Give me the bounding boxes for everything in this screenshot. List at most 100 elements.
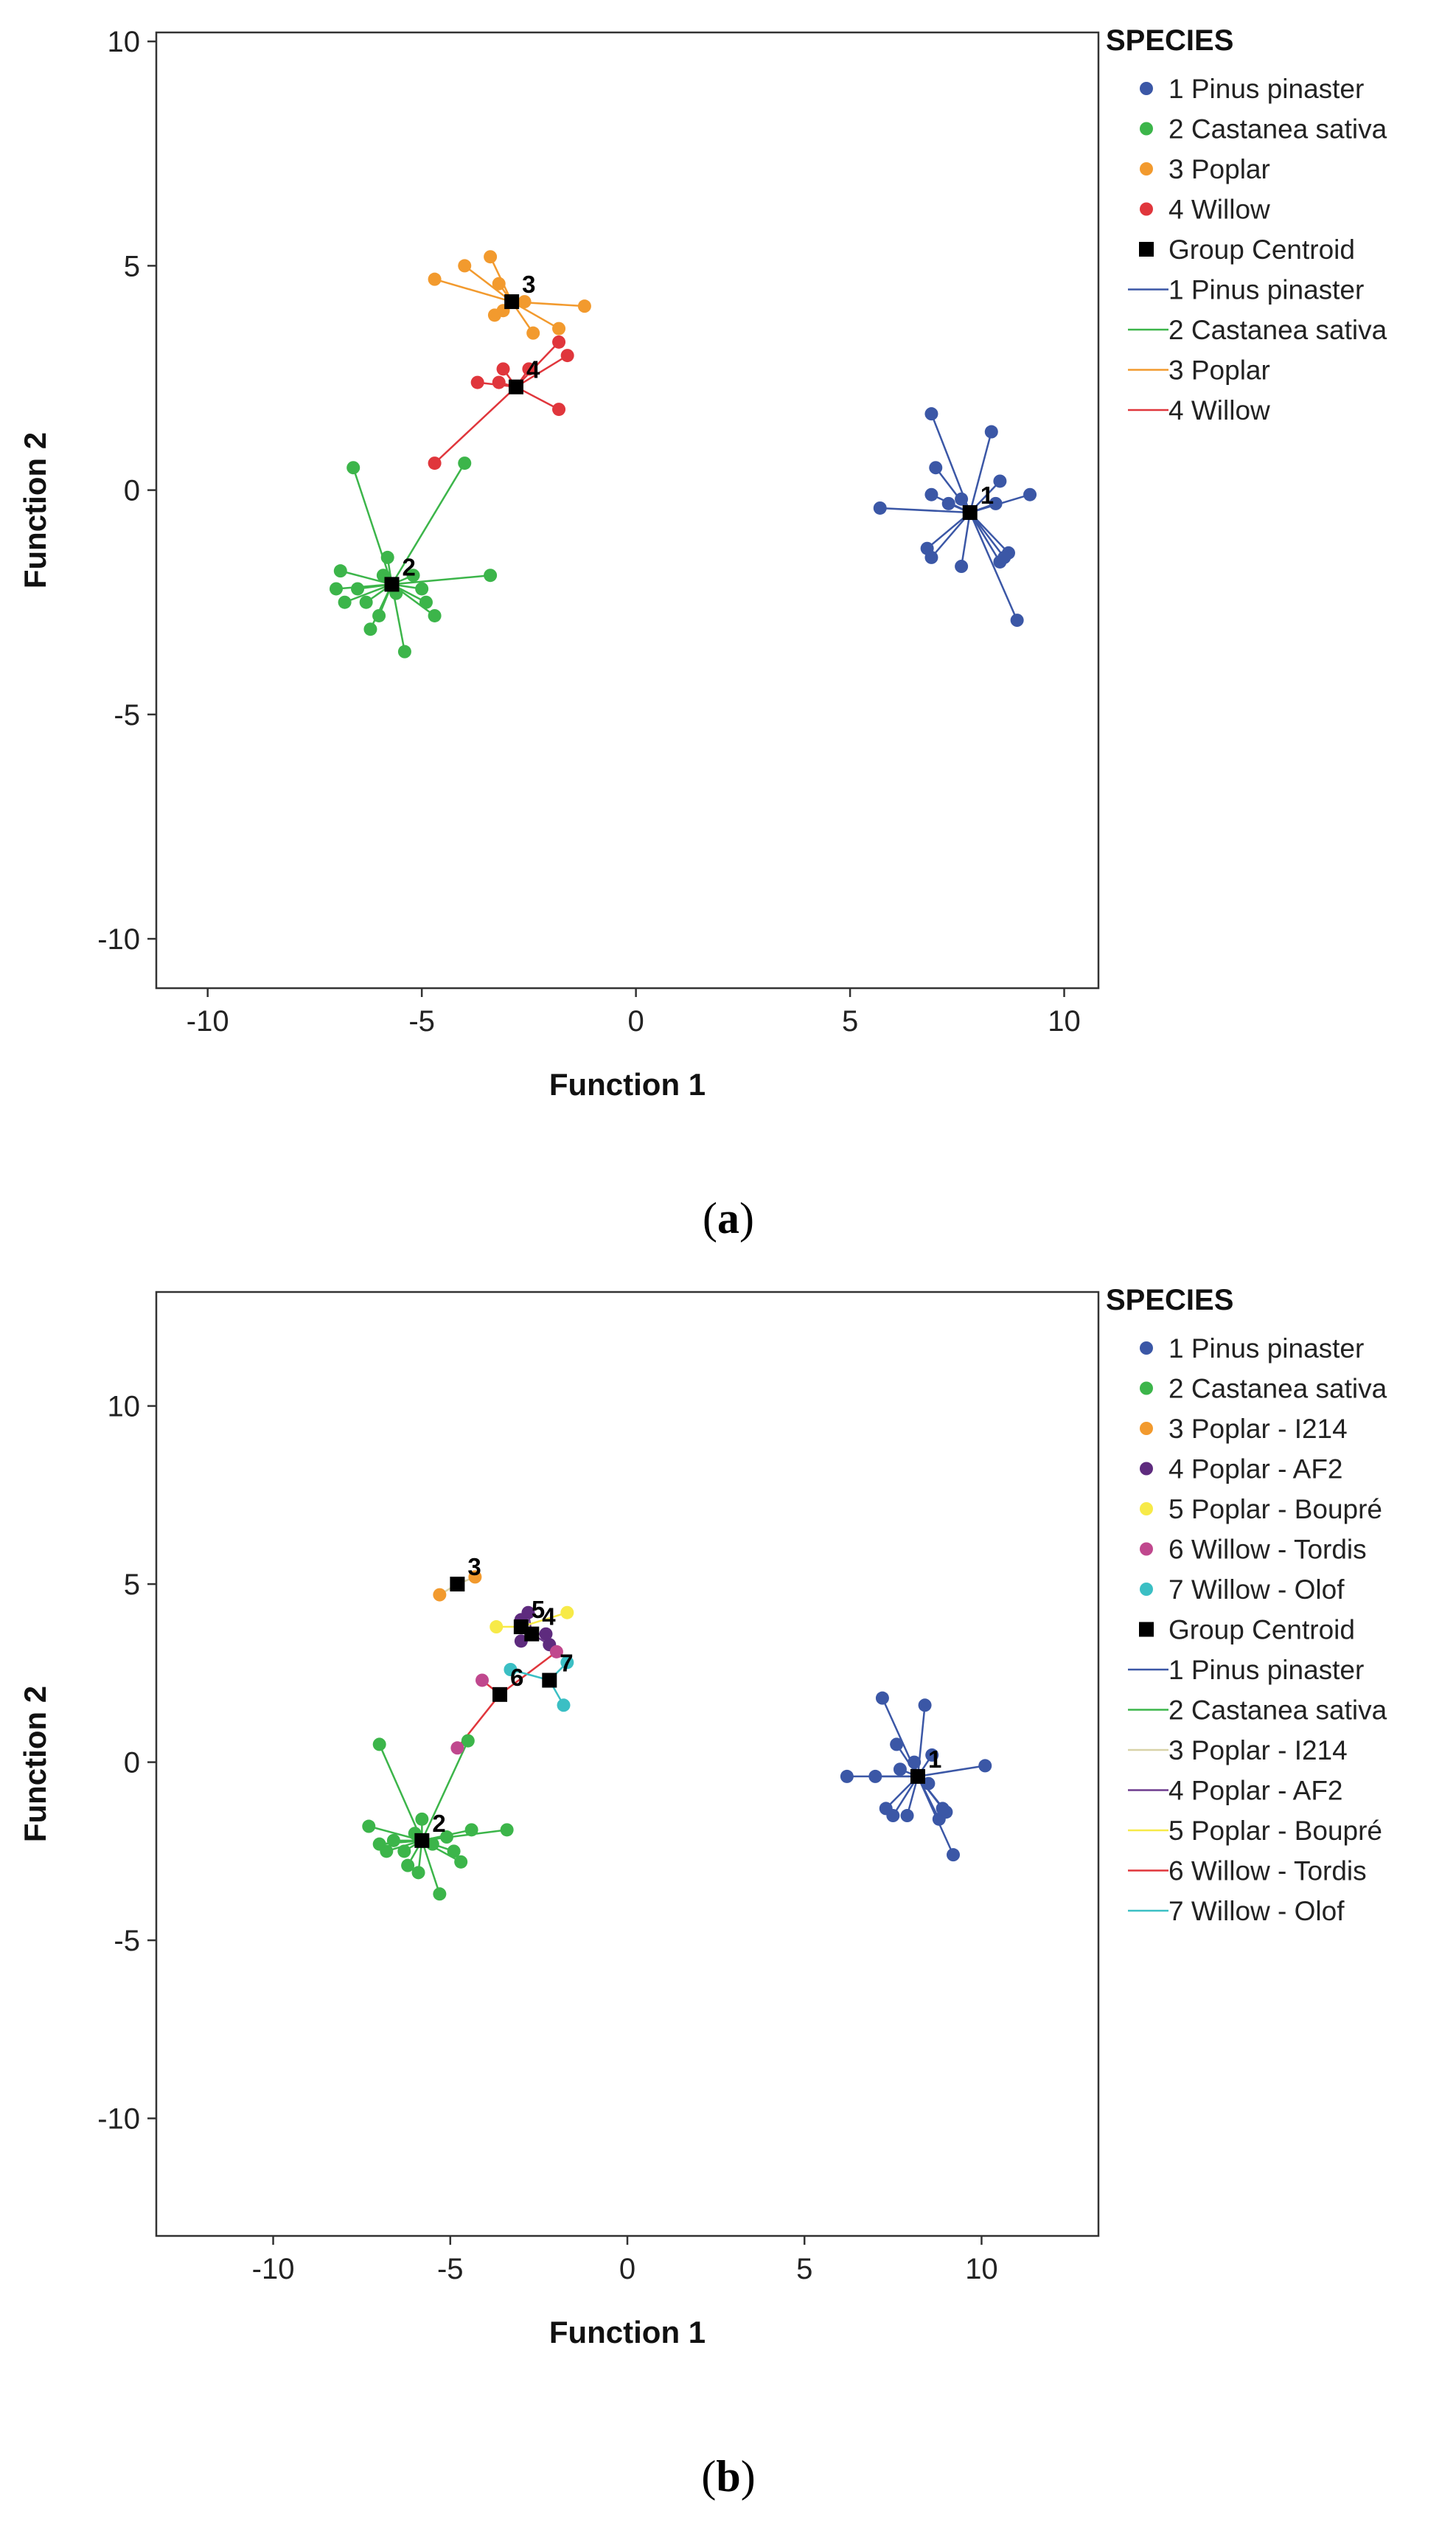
legend-line-label-group-4: 4 Willow: [1168, 395, 1270, 426]
data-point-group-2: [464, 1823, 478, 1837]
data-point-group-1: [890, 1737, 904, 1751]
legend-line-label-group-7: 7 Willow - Olof: [1168, 1896, 1345, 1926]
group-centroid-1: [910, 1768, 925, 1784]
data-point-group-6: [450, 1741, 464, 1755]
y-tick-label: 10: [108, 1391, 141, 1423]
data-point-group-1: [924, 407, 938, 421]
legend-title: SPECIES: [1106, 24, 1233, 57]
data-point-group-3: [458, 259, 472, 273]
legend-line-label-group-1: 1 Pinus pinaster: [1168, 275, 1364, 305]
data-point-group-3: [428, 272, 442, 286]
spoke-line-group-1: [969, 512, 1001, 563]
group-centroid-6: [492, 1687, 508, 1702]
legend-title: SPECIES: [1106, 1284, 1233, 1316]
spoke-line-group-2: [340, 569, 392, 586]
data-point-group-1: [908, 1755, 922, 1769]
centroid-label-4: 4: [526, 356, 540, 383]
data-point-group-2: [386, 1833, 400, 1847]
spoke-line-group-2: [391, 462, 466, 586]
data-point-group-2: [372, 1737, 386, 1751]
group-centroid-3: [504, 294, 520, 310]
data-point-group-1: [955, 560, 969, 574]
data-point-group-2: [338, 595, 352, 609]
centroid-label-1: 1: [980, 482, 994, 509]
data-point-group-2: [428, 608, 442, 622]
centroid-label-7: 7: [560, 1649, 573, 1676]
legend-centroid-marker: [1139, 242, 1154, 257]
spoke-line-group-1: [969, 512, 1006, 558]
data-point-group-4: [428, 456, 442, 470]
x-tick-label: -10: [187, 1005, 229, 1038]
data-point-group-3: [552, 322, 566, 336]
centroid-label-2: 2: [403, 553, 416, 580]
data-point-group-3: [518, 295, 532, 309]
data-point-group-2: [380, 1844, 394, 1858]
data-point-group-3: [577, 299, 591, 313]
legend-label-group-1: 1 Pinus pinaster: [1168, 1333, 1364, 1364]
data-point-group-4: [522, 362, 536, 376]
data-point-group-1: [929, 461, 943, 475]
group-centroid-1: [962, 505, 978, 521]
data-point-group-2: [372, 608, 386, 622]
legend-label-group-6: 6 Willow - Tordis: [1168, 1535, 1367, 1565]
y-tick-label: 5: [124, 1569, 140, 1601]
y-tick-label: -5: [114, 1925, 140, 1957]
legend-line-label-group-2: 2 Castanea sativa: [1168, 315, 1387, 345]
data-point-group-6: [549, 1644, 563, 1659]
data-point-group-2: [415, 1812, 429, 1826]
legend-label-centroid: Group Centroid: [1168, 1615, 1355, 1645]
x-tick-label: -5: [437, 2253, 464, 2285]
data-point-group-2: [406, 569, 420, 583]
legend-marker-group-7: [1140, 1583, 1153, 1596]
legend-line-label-group-3: 3 Poplar: [1168, 355, 1270, 386]
spoke-line-group-2: [421, 1840, 441, 1894]
data-point-group-1: [925, 1748, 939, 1762]
data-point-group-1: [875, 1691, 889, 1705]
legend-label-group-3: 3 Poplar - I214: [1168, 1414, 1348, 1444]
y-tick-label: 0: [124, 475, 140, 507]
data-point-group-1: [947, 1848, 961, 1862]
data-point-group-2: [362, 1819, 376, 1833]
data-point-group-1: [924, 550, 938, 564]
legend-marker-group-5: [1140, 1502, 1153, 1515]
legend-marker-group-4: [1140, 1462, 1153, 1476]
data-point-group-1: [936, 1802, 950, 1816]
x-tick-label: 5: [842, 1005, 858, 1038]
panel-caption-b: (b): [701, 2452, 755, 2501]
x-tick-label: 0: [627, 1005, 644, 1038]
group-centroid-2: [384, 577, 400, 592]
spoke-line-group-1: [969, 512, 1018, 621]
data-point-group-7: [504, 1663, 518, 1676]
data-point-group-1: [840, 1769, 854, 1783]
data-point-group-1: [924, 487, 938, 501]
data-point-group-2: [447, 1844, 461, 1858]
spoke-line-group-2: [344, 583, 392, 603]
data-point-group-7: [560, 1656, 574, 1670]
data-point-group-4: [496, 362, 510, 376]
spoke-line-group-1: [969, 431, 992, 513]
panel-caption-a: (a): [703, 1194, 754, 1243]
y-axis-label: Function 2: [18, 432, 52, 588]
x-axis-label: Function 1: [549, 2315, 706, 2349]
data-point-group-2: [500, 1823, 514, 1837]
legend-label-group-2: 2 Castanea sativa: [1168, 114, 1387, 145]
spoke-line-group-3: [511, 300, 560, 330]
centroid-label-3: 3: [522, 271, 535, 298]
group-centroid-7: [542, 1673, 557, 1688]
data-point-group-2: [351, 582, 365, 596]
legend-line-label-group-4: 4 Poplar - AF2: [1168, 1776, 1343, 1806]
x-tick-label: 0: [619, 2253, 635, 2285]
data-point-group-4: [560, 349, 574, 363]
data-point-group-2: [363, 622, 377, 636]
data-point-group-1: [1010, 614, 1024, 628]
chart-panel-b: -10 -5 0 5 10 -10 -5 0 5 10 Function 1 Function 2 1 2…: [18, 1284, 1387, 2501]
spoke-line-group-1: [917, 1765, 986, 1778]
spoke-line-group-2: [378, 1743, 423, 1841]
data-point-group-1: [886, 1809, 900, 1823]
data-point-group-3: [526, 326, 540, 340]
legend-line-label-group-1: 1 Pinus pinaster: [1168, 1655, 1364, 1685]
spoke-line-group-2: [352, 467, 393, 585]
x-tick-label: 5: [796, 2253, 812, 2285]
data-point-group-2: [359, 595, 373, 609]
